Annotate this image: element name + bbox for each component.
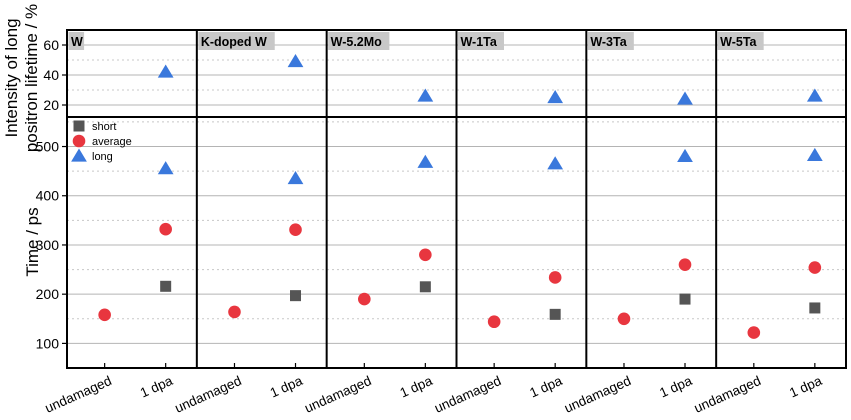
point-short bbox=[160, 280, 172, 292]
y-tick-label-bottom: 400 bbox=[36, 188, 60, 204]
point-average bbox=[289, 223, 302, 237]
x-tick-label: 1 dpa bbox=[268, 373, 305, 401]
panel-label: W bbox=[71, 35, 83, 49]
point-average bbox=[419, 248, 432, 262]
x-tick-label: undamaged bbox=[302, 373, 373, 416]
point-intensity-long bbox=[547, 90, 564, 104]
y-axis-title-bottom: Time / ps bbox=[23, 207, 42, 276]
plot-border bbox=[66, 29, 847, 369]
x-tick-label: undamaged bbox=[692, 373, 763, 416]
panel-label: K-doped W bbox=[201, 35, 267, 49]
point-short bbox=[679, 293, 691, 305]
x-tick-label: undamaged bbox=[432, 373, 503, 416]
panel-label-box bbox=[198, 32, 275, 50]
point-long bbox=[547, 156, 564, 170]
point-average bbox=[228, 305, 241, 319]
point-short bbox=[419, 281, 431, 293]
panel-label: W-5.2Mo bbox=[331, 35, 382, 49]
panel-label-box bbox=[68, 32, 85, 50]
panel-label-box bbox=[328, 32, 390, 50]
legend-label-long: long bbox=[92, 151, 113, 163]
point-average bbox=[487, 315, 501, 329]
point-average bbox=[548, 271, 562, 284]
point-intensity-long bbox=[806, 88, 823, 102]
y-axis-title-top-line2: positron lifetime / % bbox=[22, 4, 41, 152]
panel-label: W-3Ta bbox=[590, 35, 627, 49]
y-axis-title-top-line1: Intensity of long bbox=[2, 18, 21, 137]
y-tick-label-bottom: 200 bbox=[36, 286, 60, 302]
y-tick-label-bottom: 500 bbox=[36, 139, 60, 155]
point-average bbox=[678, 258, 692, 271]
y-tick-label-bottom: 300 bbox=[36, 237, 60, 253]
legend-marker-short bbox=[73, 120, 85, 132]
panel-label-box bbox=[458, 32, 504, 50]
x-tick-label: 1 dpa bbox=[527, 373, 564, 401]
x-tick-label: undamaged bbox=[562, 373, 633, 416]
legend-label-short: short bbox=[92, 121, 116, 133]
point-long bbox=[287, 171, 304, 185]
point-short bbox=[809, 302, 821, 314]
plot-frame bbox=[66, 29, 847, 369]
point-long bbox=[677, 148, 693, 162]
panel-label: W-1Ta bbox=[461, 35, 498, 49]
point-average bbox=[159, 222, 172, 236]
y-tick-label-top: 20 bbox=[43, 97, 59, 113]
x-tick-label: 1 dpa bbox=[398, 373, 435, 401]
point-short bbox=[549, 308, 561, 320]
x-tick-label: undamaged bbox=[172, 373, 243, 416]
y-tick-label-bottom: 100 bbox=[36, 335, 60, 351]
legend: short average long bbox=[71, 120, 132, 163]
legend-label-average: average bbox=[92, 136, 132, 148]
x-tick-label: 1 dpa bbox=[657, 373, 694, 401]
point-intensity-long bbox=[157, 64, 174, 78]
x-tick-label: undamaged bbox=[43, 373, 114, 416]
point-long bbox=[806, 147, 823, 162]
axes: 20 40 60 100 200 300 400 500 bbox=[36, 37, 67, 351]
legend-marker-long bbox=[71, 148, 87, 162]
point-long bbox=[417, 154, 434, 168]
point-average bbox=[358, 292, 371, 306]
point-average bbox=[808, 261, 822, 274]
point-short bbox=[290, 290, 302, 302]
x-tick-label: 1 dpa bbox=[138, 373, 175, 401]
point-average bbox=[98, 308, 111, 322]
point-long bbox=[157, 161, 174, 175]
panel-label-box bbox=[587, 32, 634, 50]
panel-label: W-5Ta bbox=[720, 35, 757, 49]
y-tick-label-top: 60 bbox=[43, 37, 59, 53]
point-intensity-long bbox=[417, 88, 434, 102]
panel-label-box bbox=[717, 32, 764, 50]
x-tick-label: 1 dpa bbox=[787, 373, 824, 401]
y-tick-label-top: 40 bbox=[43, 67, 59, 83]
point-average bbox=[617, 312, 631, 326]
point-intensity-long bbox=[677, 91, 693, 105]
point-average bbox=[747, 326, 761, 339]
point-intensity-long bbox=[287, 54, 304, 68]
y-axis-title-top: Intensity of long positron lifetime / % bbox=[2, 4, 41, 152]
legend-marker-average bbox=[72, 134, 86, 148]
